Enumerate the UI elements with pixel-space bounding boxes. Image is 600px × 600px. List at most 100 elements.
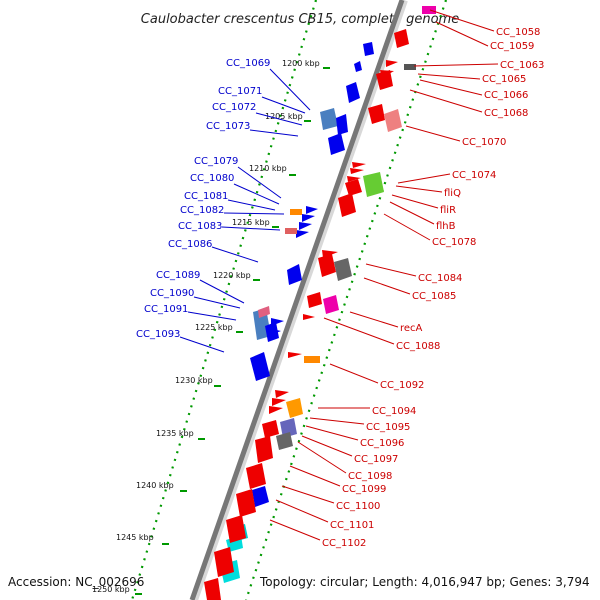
gene-block — [352, 162, 366, 168]
kbp-label: 1220 kbp — [213, 271, 251, 280]
gene-block — [334, 258, 352, 281]
gene-label[interactable]: CC_1079 — [194, 156, 238, 167]
genome-summary-text: Topology: circular; Length: 4,016,947 bp… — [260, 575, 590, 589]
gene-label-leader — [389, 201, 435, 225]
gene-label[interactable]: CC_1058 — [496, 27, 540, 38]
gene-label-leader — [281, 485, 335, 504]
gene-label[interactable]: CC_1102 — [322, 538, 366, 549]
gene-block — [275, 390, 289, 398]
gene-label[interactable]: CC_1099 — [342, 484, 386, 495]
gene-label[interactable]: CC_1066 — [484, 90, 528, 101]
kbp-label: 1210 kbp — [249, 164, 287, 173]
gene-block — [368, 104, 385, 124]
gene-label[interactable]: CC_1083 — [178, 221, 222, 232]
gene-label[interactable]: fliQ — [444, 188, 461, 199]
gene-block — [422, 6, 436, 14]
gene-block — [307, 292, 322, 308]
gene-label[interactable]: CC_1094 — [372, 406, 416, 417]
gene-label[interactable]: CC_1100 — [336, 501, 380, 512]
gene-label-leader — [193, 296, 241, 309]
gene-label[interactable]: CC_1070 — [462, 137, 506, 148]
kbp-label: 1250 kbp — [92, 585, 130, 594]
gene-label[interactable]: CC_1071 — [218, 86, 262, 97]
gene-block — [323, 295, 339, 314]
ruler-lines — [130, 0, 448, 600]
gene-label[interactable]: CC_1092 — [380, 380, 424, 391]
gene-label-leader — [223, 212, 285, 215]
gene-block — [376, 70, 393, 90]
gene-label-leader — [429, 9, 495, 32]
gene-block — [384, 109, 402, 132]
gene-label[interactable]: CC_1059 — [490, 41, 534, 52]
gene-label[interactable]: CC_1072 — [212, 102, 256, 113]
gene-label[interactable]: CC_1074 — [452, 170, 496, 181]
kbp-label: 1235 kbp — [156, 429, 194, 438]
gene-label-leader — [199, 279, 245, 304]
gene-label[interactable]: CC_1091 — [144, 304, 188, 315]
kbp-label: 1205 kbp — [265, 112, 303, 121]
kbp-label: 1225 kbp — [195, 323, 233, 332]
gene-label-leader — [179, 336, 225, 353]
gene-label-leader — [405, 125, 461, 142]
gene-label[interactable]: CC_1065 — [482, 74, 526, 85]
gene-block — [336, 114, 348, 135]
gene-block — [272, 398, 286, 406]
gene-label-leader — [275, 499, 329, 523]
kbp-scale: 1200 kbp 1205 kbp 1210 kbp 1215 kbp 1220 kbp… — [92, 59, 330, 595]
gene-label[interactable]: CC_1082 — [180, 205, 224, 216]
gene-label[interactable]: CC_1073 — [206, 121, 250, 132]
gene-block — [320, 108, 338, 130]
genome-backbone — [189, 0, 408, 600]
gene-label[interactable]: CC_1086 — [168, 239, 212, 250]
gene-label-leader — [391, 194, 439, 209]
gene-label[interactable]: fliR — [440, 205, 456, 216]
gene-label[interactable]: CC_1078 — [432, 237, 476, 248]
gene-block — [346, 82, 360, 103]
gene-label[interactable]: CC_1097 — [354, 454, 398, 465]
gene-block — [204, 578, 221, 600]
gene-label[interactable]: CC_1063 — [500, 60, 544, 71]
gene-label-leader — [323, 317, 395, 345]
gene-block — [304, 356, 320, 363]
gene-label[interactable]: CC_1088 — [396, 341, 440, 352]
right-gene-labels: CC_1058 CC_1059 CC_1063 CC_1065 CC_1066 CC_10… — [269, 9, 544, 549]
gene-label[interactable]: CC_1081 — [184, 191, 228, 202]
gene-label-leader — [255, 112, 303, 126]
gene-block — [363, 42, 374, 56]
left-gene-labels: CC_1069 CC_1071 CC_1072 CC_1073 CC_1079 CC_10… — [136, 58, 311, 353]
gene-block — [214, 547, 234, 577]
gene-block — [265, 322, 279, 342]
gene-label[interactable]: CC_1090 — [150, 288, 194, 299]
gene-label[interactable]: flhB — [436, 221, 456, 232]
gene-label[interactable]: recA — [400, 323, 423, 334]
gene-block — [288, 352, 302, 358]
gene-label[interactable]: CC_1080 — [190, 173, 234, 184]
gene-label[interactable]: CC_1096 — [360, 438, 404, 449]
gene-block — [299, 222, 312, 230]
gene-label[interactable]: CC_1068 — [484, 108, 528, 119]
gene-label-leader — [419, 79, 483, 96]
gene-label[interactable]: CC_1084 — [418, 273, 462, 284]
gene-block — [347, 176, 361, 182]
gene-block — [286, 398, 303, 418]
gene-block — [290, 209, 302, 215]
gene-label[interactable]: CC_1093 — [136, 329, 180, 340]
gene-label-leader — [261, 96, 306, 114]
kbp-label: 1200 kbp — [282, 59, 320, 68]
gene-label[interactable]: CC_1101 — [330, 520, 374, 531]
gene-label[interactable]: CC_1069 — [226, 58, 270, 69]
gene-block — [363, 172, 384, 197]
gene-block — [328, 133, 345, 155]
gene-label-leader — [365, 263, 417, 277]
gene-block — [386, 60, 398, 67]
gene-label[interactable]: CC_1098 — [348, 471, 392, 482]
gene-label-leader — [397, 173, 451, 184]
gene-label[interactable]: CC_1095 — [366, 422, 410, 433]
gene-label[interactable]: CC_1085 — [412, 291, 456, 302]
accession-text: Accession: NC_002696 — [8, 575, 145, 589]
gene-label-leader — [227, 199, 276, 211]
gene-label-leader — [409, 89, 483, 113]
gene-block — [287, 264, 302, 285]
gene-label[interactable]: CC_1089 — [156, 270, 200, 281]
gene-block — [345, 179, 362, 196]
